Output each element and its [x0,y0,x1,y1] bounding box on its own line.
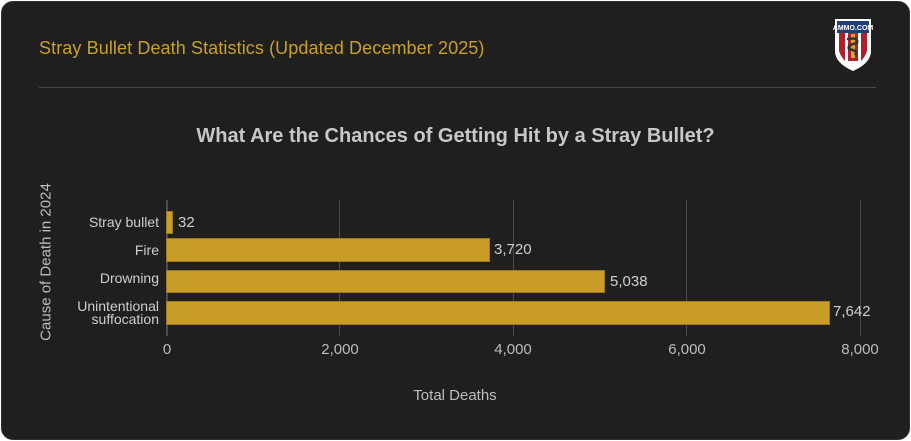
x-tick-6000: 6,000 [668,341,706,358]
bar-drowning[interactable] [166,270,605,293]
svg-text:AMMO.COM: AMMO.COM [833,25,873,32]
gridline-6000 [686,200,687,336]
value-label-fire: 3,720 [494,241,532,258]
value-label-drowning: 5,038 [610,273,648,290]
category-label-drowning: Drowning [99,270,159,286]
bar-stray-bullet[interactable] [166,211,173,234]
x-tick-2000: 2,000 [321,341,359,358]
gridline-4000 [513,200,514,336]
category-label-suffocation: suffocation [91,311,159,327]
header-divider [39,87,876,88]
value-label-unintentional-suffocation: 7,642 [833,303,871,320]
bar-unintentional-suffocation[interactable] [166,301,830,325]
chart-title: What Are the Chances of Getting Hit by a… [196,125,715,147]
value-label-stray-bullet: 32 [178,214,195,231]
category-label-unintentional: Unintentional [77,298,159,314]
plot-area: 32 3,720 5,038 7,642 [166,200,871,336]
gridline-2000 [339,200,340,336]
page-title: Stray Bullet Death Statistics (Updated D… [39,38,485,58]
gridline-8000 [860,200,861,336]
ammo-com-logo-icon[interactable]: AMMO.COM [833,17,873,73]
x-tick-0: 0 [162,341,172,358]
x-tick-8000: 8,000 [841,341,879,358]
bar-fire[interactable] [166,238,490,262]
y-axis-label: Cause of Death in 2024 [37,183,55,341]
category-label-fire: Fire [134,242,159,258]
x-tick-4000: 4,000 [494,341,532,358]
x-axis-label: Total Deaths [413,387,497,404]
y-axis-line [166,200,168,336]
category-label-stray-bullet: Stray bullet [88,214,159,230]
